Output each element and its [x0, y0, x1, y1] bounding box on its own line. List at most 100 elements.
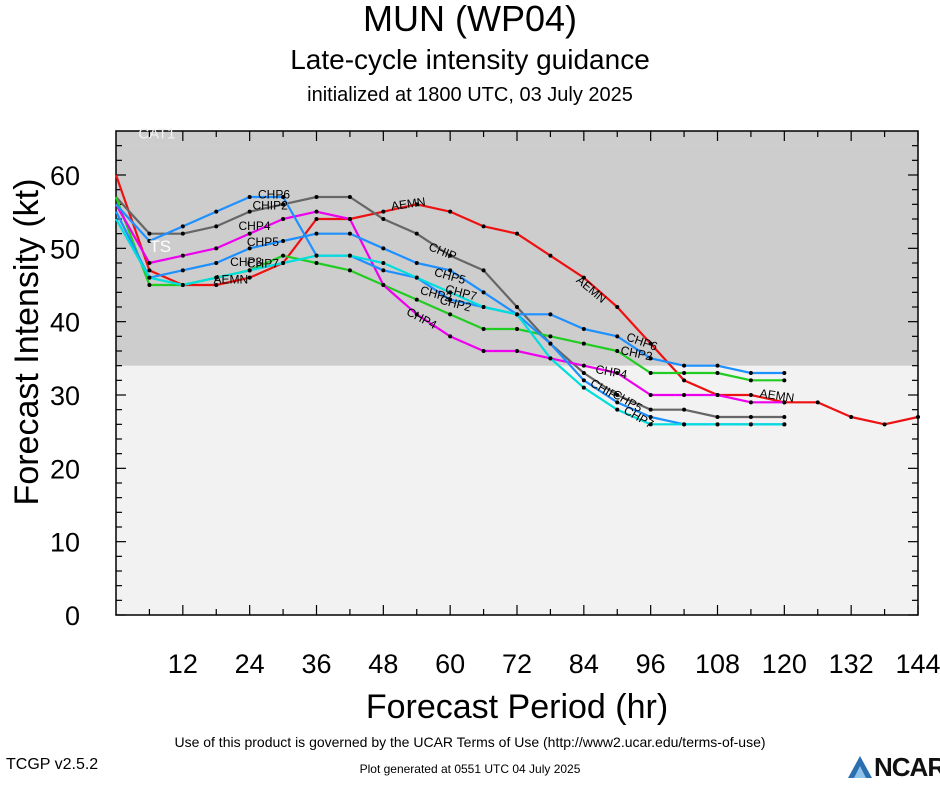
data-point [147, 283, 152, 287]
data-point [247, 246, 252, 251]
data-point [581, 371, 586, 375]
data-point [916, 415, 920, 419]
data-point [782, 415, 787, 419]
x-tick-label: 36 [301, 649, 331, 679]
series-label: CAT1 [138, 125, 175, 142]
y-tick-label: 30 [50, 381, 80, 411]
series-chip [115, 195, 787, 419]
series-label: CHIP2 [252, 198, 288, 212]
data-point [347, 217, 352, 221]
data-point [481, 349, 486, 353]
data-point [147, 239, 152, 243]
y-tick-label: 20 [50, 454, 80, 484]
data-point [682, 422, 687, 427]
data-point [715, 422, 720, 427]
data-point [381, 261, 386, 265]
data-point [615, 349, 620, 353]
data-point [682, 378, 687, 383]
y-tick-label: 50 [50, 234, 80, 264]
data-point [448, 312, 453, 317]
data-point [581, 275, 586, 280]
x-tick-label: 12 [168, 649, 198, 679]
data-point [715, 371, 720, 375]
series-label: CHP7 [247, 256, 279, 270]
data-point [247, 231, 252, 236]
data-point [214, 283, 219, 287]
series-label: CHP6 [258, 187, 290, 201]
data-point [815, 400, 820, 405]
series-label: CHP2 [619, 343, 654, 363]
data-point [648, 415, 653, 419]
data-point [281, 239, 286, 243]
data-point [615, 393, 620, 397]
data-point [581, 385, 586, 390]
y-tick-label: 60 [50, 161, 80, 191]
data-point [448, 253, 453, 258]
data-point [782, 371, 787, 375]
data-point [281, 217, 286, 221]
data-point [648, 371, 653, 375]
data-point [715, 393, 720, 397]
data-point [347, 253, 352, 258]
data-point [214, 275, 219, 280]
data-point [481, 290, 486, 295]
data-point [147, 231, 152, 236]
data-point [481, 268, 486, 273]
data-point [448, 209, 453, 214]
x-tick-label: 60 [435, 649, 465, 679]
data-point [581, 363, 586, 368]
data-point [882, 422, 887, 427]
x-tick-label: 144 [895, 649, 940, 679]
data-point [247, 268, 252, 273]
data-point [782, 378, 787, 383]
data-point [281, 261, 286, 265]
data-point [347, 195, 352, 199]
data-point [515, 312, 519, 317]
data-point [247, 195, 252, 199]
data-point [180, 268, 185, 273]
terms-of-use: Use of this product is governed by the U… [174, 734, 766, 750]
x-tick-label: 84 [569, 649, 599, 679]
data-point [281, 253, 286, 258]
series-label: AEMN [390, 194, 426, 213]
series-label: AEMN [213, 273, 248, 287]
data-point [448, 334, 453, 339]
series-label: TS [149, 237, 171, 256]
data-point [782, 422, 787, 427]
data-point [448, 268, 453, 273]
series-chp5 [115, 211, 787, 427]
data-point [581, 327, 586, 331]
data-point [180, 253, 185, 258]
data-point [147, 261, 152, 265]
data-point [748, 371, 753, 375]
data-point [748, 400, 753, 405]
x-tick-label: 120 [762, 649, 807, 679]
data-point [748, 378, 753, 383]
data-point [180, 224, 185, 229]
data-point [615, 400, 620, 405]
data-point [481, 224, 486, 229]
data-point [314, 231, 319, 236]
data-point [281, 202, 286, 207]
data-point [414, 297, 419, 302]
data-point [581, 341, 586, 346]
data-point [247, 209, 252, 214]
axes-layer: 12 24 36 48 60 72 84 96 108 120 132 144 0 10 20 30 40 50 6… [50, 130, 940, 679]
y-tick-label: 40 [50, 308, 80, 338]
data-point [548, 253, 553, 258]
data-point [414, 202, 419, 207]
data-point [682, 393, 687, 397]
data-point [247, 275, 252, 280]
data-point [448, 297, 453, 302]
data-point [515, 305, 519, 309]
data-point [615, 305, 620, 309]
chart-title: MUN (WP04) [363, 0, 577, 39]
x-tick-label: 96 [636, 649, 666, 679]
data-point [748, 393, 753, 397]
data-point [314, 261, 319, 265]
data-point [548, 356, 553, 361]
data-point [481, 305, 486, 309]
data-point [515, 349, 519, 353]
